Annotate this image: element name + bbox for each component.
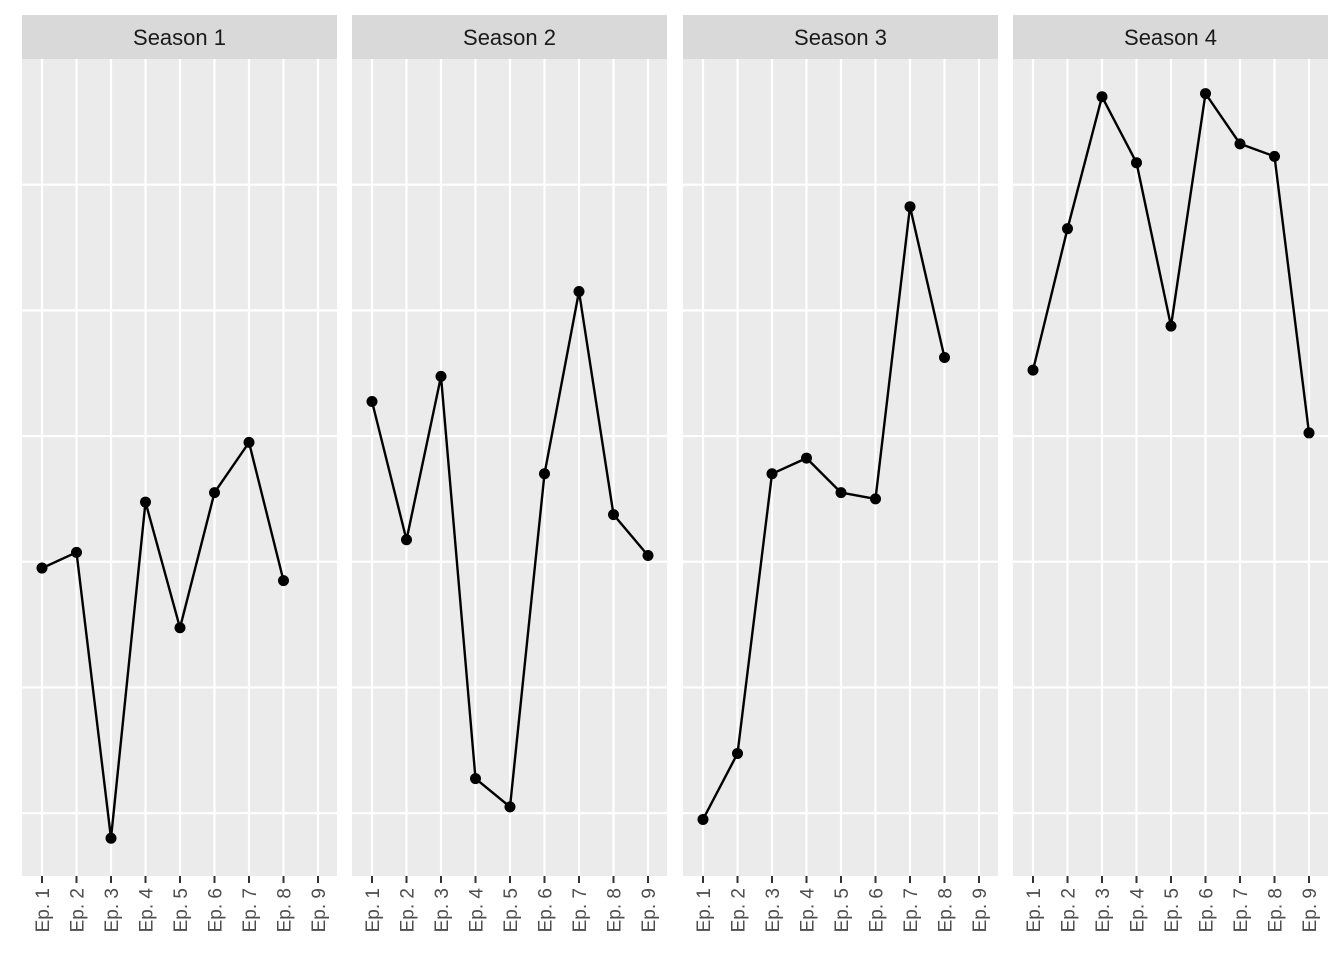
- x-tick-label: Ep. 3: [432, 888, 453, 932]
- series-line: [41, 441, 285, 840]
- x-tick-label: Ep. 1: [694, 888, 715, 932]
- x-tick-label: Ep. 9: [639, 888, 660, 932]
- x-tick-label: Ep. 1: [1024, 888, 1045, 932]
- x-tick-label: Ep. 4: [798, 888, 819, 933]
- x-tick-label: Ep. 4: [467, 888, 488, 933]
- x-tick-label: Ep. 4: [1128, 888, 1149, 933]
- data-point: [766, 468, 778, 480]
- data-point: [1234, 138, 1246, 150]
- x-tick-label: Ep. 6: [867, 888, 888, 932]
- facet-strip: [683, 15, 998, 59]
- data-point: [209, 487, 220, 499]
- x-tick-label: Ep. 9: [970, 888, 991, 932]
- data-point: [36, 562, 48, 574]
- facet-panel-4: Season 4 Ep. 1 Ep. 2 Ep. 3 Ep. 4 Ep. 5 Ep. 6 Ep…: [1013, 15, 1328, 932]
- data-point: [573, 286, 585, 298]
- facet-title: Season 3: [794, 25, 887, 50]
- x-tick-label: Ep. 8: [605, 888, 626, 932]
- x-tick-label: Ep. 1: [33, 888, 54, 932]
- data-point: [904, 201, 916, 213]
- x-tick-label: Ep. 3: [102, 888, 123, 932]
- x-tick-label: Ep. 5: [171, 888, 192, 932]
- x-tick-label: Ep. 6: [1197, 888, 1218, 932]
- x-tick-label: Ep. 9: [1300, 888, 1321, 932]
- facet-strip: [1013, 15, 1328, 59]
- facet-panel-1: Season 1 Ep. 1 Ep. 2 Ep. 3 Ep. 4 Ep. 5 Ep. 6 Ep…: [22, 15, 337, 932]
- data-point: [278, 575, 289, 587]
- data-point: [1269, 150, 1280, 162]
- facet-panel-3: Season 3 Ep. 1 Ep. 2 Ep. 3 Ep. 4 Ep. 5 Ep. 6 Ep…: [683, 15, 998, 932]
- x-tick-label: Ep. 3: [1093, 888, 1114, 932]
- data-point: [1200, 88, 1211, 100]
- x-tick-label: Ep. 1: [363, 888, 384, 932]
- x-tick-label: Ep. 6: [206, 888, 227, 932]
- facet-panel-2: Season 2 Ep. 1 Ep. 2 Ep. 3 Ep. 4 Ep. 5 Ep. 6 Ep…: [352, 15, 667, 932]
- data-point: [1131, 157, 1142, 169]
- data-point: [105, 832, 117, 844]
- x-tick-label: Ep. 7: [901, 888, 922, 932]
- x-tick-label: Ep. 2: [398, 888, 419, 932]
- data-point: [835, 487, 847, 499]
- data-point: [732, 747, 743, 759]
- data-point: [939, 352, 950, 364]
- data-point: [243, 436, 255, 448]
- x-tick-label: Ep. 2: [1059, 888, 1080, 932]
- data-point: [71, 546, 82, 558]
- data-point: [401, 534, 412, 546]
- data-point: [801, 452, 812, 464]
- x-tick-label: Ep. 2: [68, 888, 89, 932]
- data-point: [608, 509, 619, 521]
- data-point: [1096, 91, 1108, 103]
- data-point: [539, 468, 550, 480]
- data-point: [1027, 364, 1039, 376]
- x-tick-label: Ep. 7: [1231, 888, 1252, 932]
- data-point: [366, 396, 378, 408]
- data-point: [174, 622, 186, 634]
- x-tick-label: Ep. 2: [729, 888, 750, 932]
- x-tick-label: Ep. 7: [570, 888, 591, 932]
- data-point: [435, 370, 447, 382]
- facet-strip: [352, 15, 667, 59]
- data-point: [504, 801, 516, 813]
- x-tick-label: Ep. 9: [309, 888, 330, 932]
- data-point: [642, 549, 654, 561]
- x-tick-label: Ep. 5: [501, 888, 522, 932]
- x-tick-label: Ep. 5: [832, 888, 853, 932]
- x-tick-label: Ep. 3: [763, 888, 784, 932]
- facet-title: Season 4: [1124, 25, 1217, 50]
- x-tick-label: Ep. 8: [1266, 888, 1287, 932]
- facet-title: Season 2: [463, 25, 556, 50]
- data-point: [1303, 427, 1315, 439]
- series-line: [701, 205, 946, 820]
- data-point: [697, 813, 709, 825]
- data-point: [140, 496, 151, 508]
- x-tick-label: Ep. 8: [275, 888, 296, 932]
- x-tick-label: Ep. 4: [137, 888, 158, 933]
- data-point: [1062, 223, 1073, 235]
- x-tick-label: Ep. 8: [936, 888, 957, 932]
- facet-strip: [22, 15, 337, 59]
- x-tick-label: Ep. 7: [240, 888, 261, 932]
- data-point: [1165, 320, 1177, 332]
- data-point: [870, 493, 881, 505]
- x-tick-label: Ep. 6: [536, 888, 557, 932]
- data-point: [470, 773, 481, 785]
- facet-title: Season 1: [133, 25, 226, 50]
- x-tick-label: Ep. 5: [1162, 888, 1183, 932]
